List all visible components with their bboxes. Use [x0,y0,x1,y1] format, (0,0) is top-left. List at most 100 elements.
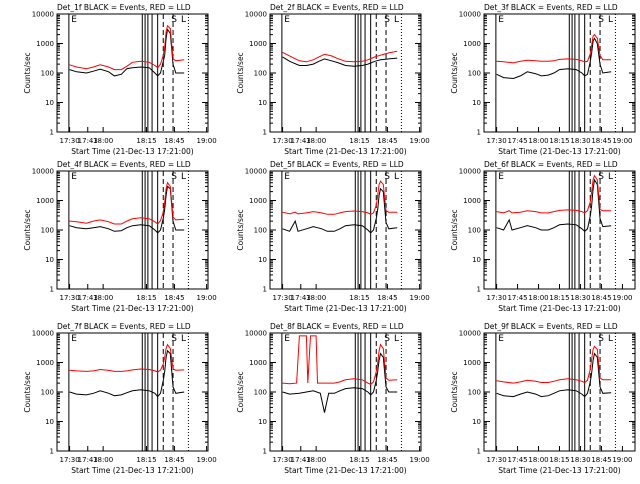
x-tick-label: 17:45 [507,456,527,464]
x-tick-label: 17:30 [272,137,292,145]
panel-title: Det_9f BLACK = Events, RED = LLD [484,322,618,331]
plot-frame [483,13,636,133]
y-axis-label: Counts/sec [236,371,245,412]
x-tick-label: 17:30 [486,294,506,302]
x-tick-label: 17:43 [291,456,311,464]
y-tick-label: 100 [41,389,54,397]
y-tick-label: 1000 [36,197,54,205]
x-tick-label: 18:15 [549,456,569,464]
x-tick-label: 18:15 [349,137,369,145]
x-tick-label: 18:45 [377,456,397,464]
x-tick-label: 18:45 [164,294,184,302]
x-tick-label: 17:43 [78,456,98,464]
y-tick-label: 10 [472,99,481,107]
x-tick-label: 18:00 [306,294,326,302]
x-tick-label: 17:30 [486,137,506,145]
y-axis-label: Counts/sec [23,371,32,412]
x-tick-label: 17:43 [291,137,311,145]
x-tick-label: 17:45 [507,137,527,145]
y-tick-label: 1 [50,129,54,137]
detector-panel-9: Det_9f BLACK = Events, RED = LLD Start Ti… [450,322,636,475]
y-tick-label: 1000 [36,359,54,367]
y-tick-label: 1000 [463,359,481,367]
detector-panel-5: Det_5f BLACK = Events, RED = LLD Start Ti… [236,160,430,313]
y-tick-label: 1 [263,448,267,456]
x-tick-label: 18:00 [528,456,548,464]
y-tick-label: 10 [258,99,267,107]
y-tick-label: 1000 [463,40,481,48]
y-tick-label: 1000 [463,197,481,205]
y-tick-label: 100 [468,70,481,78]
marker-l: L [394,172,399,182]
y-tick-label: 1000 [249,359,267,367]
x-tick-label: 18:15 [349,294,369,302]
y-tick-label: 1 [50,448,54,456]
series-events-black [496,37,612,80]
y-tick-label: 100 [254,389,267,397]
marker-e: E [284,15,290,25]
plot-frame [483,170,636,290]
y-tick-label: 10000 [459,11,481,19]
x-axis-label: Start Time (21-Dec-13 17:21:00) [498,466,620,475]
y-tick-label: 10 [258,256,267,264]
y-axis-label: Counts/sec [450,52,459,93]
marker-e: E [498,15,504,25]
series-lld-red [496,33,612,64]
x-tick-label: 17:30 [486,456,506,464]
series-events-black [496,352,612,398]
x-tick-label: 19:00 [197,294,217,302]
y-tick-label: 100 [41,227,54,235]
y-tick-label: 10000 [32,11,54,19]
marker-l: L [181,172,186,182]
x-tick-label: 18:45 [377,137,397,145]
marker-s: S [171,15,177,25]
y-tick-label: 10000 [245,330,267,338]
y-axis-label: Counts/sec [23,209,32,250]
plot-frame [269,170,422,290]
x-tick-label: 17:30 [59,294,79,302]
panel-title: Det_7f BLACK = Events, RED = LLD [57,322,191,331]
series-events-black [69,185,185,234]
detector-panel-7: Det_7f BLACK = Events, RED = LLD Start Ti… [23,322,217,475]
y-tick-label: 100 [468,227,481,235]
y-tick-label: 100 [254,227,267,235]
detector-panel-4: Det_4f BLACK = Events, RED = LLD Start Ti… [23,160,217,313]
x-tick-label: 18:45 [164,456,184,464]
marker-e: E [71,15,77,25]
y-tick-label: 10 [45,256,54,264]
plot-frame [56,332,209,452]
y-tick-label: 1 [50,286,54,294]
x-tick-label: 17:43 [78,137,98,145]
series-events-black [282,56,398,67]
x-tick-label: 18:15 [549,137,569,145]
plot-frame [483,332,636,452]
marker-l: L [394,334,399,344]
y-axis-label: Counts/sec [450,371,459,412]
panel-title: Det_8f BLACK = Events, RED = LLD [270,322,404,331]
x-tick-label: 18:45 [591,294,611,302]
detector-panel-6: Det_6f BLACK = Events, RED = LLD Start Ti… [450,160,636,313]
plot-frame [56,170,209,290]
y-axis-label: Counts/sec [23,52,32,93]
x-tick-label: 17:30 [272,294,292,302]
series-lld-red [69,343,185,373]
marker-s: S [598,15,604,25]
y-tick-label: 10 [45,418,54,426]
x-axis-label: Start Time (21-Dec-13 17:21:00) [71,304,193,313]
x-axis-label: Start Time (21-Dec-13 17:21:00) [284,466,406,475]
x-tick-label: 18:00 [93,137,113,145]
marker-s: S [384,172,390,182]
marker-e: E [498,334,504,344]
x-tick-label: 18:45 [377,294,397,302]
y-tick-label: 1 [477,448,481,456]
panel-title: Det_2f BLACK = Events, RED = LLD [270,3,404,12]
x-tick-label: 17:30 [59,456,79,464]
x-axis-label: Start Time (21-Dec-13 17:21:00) [71,466,193,475]
y-tick-label: 10 [258,418,267,426]
series-lld-red [69,24,185,71]
marker-s: S [598,172,604,182]
x-tick-label: 18:45 [591,137,611,145]
series-events-black [69,28,185,77]
plot-frame [56,13,209,133]
